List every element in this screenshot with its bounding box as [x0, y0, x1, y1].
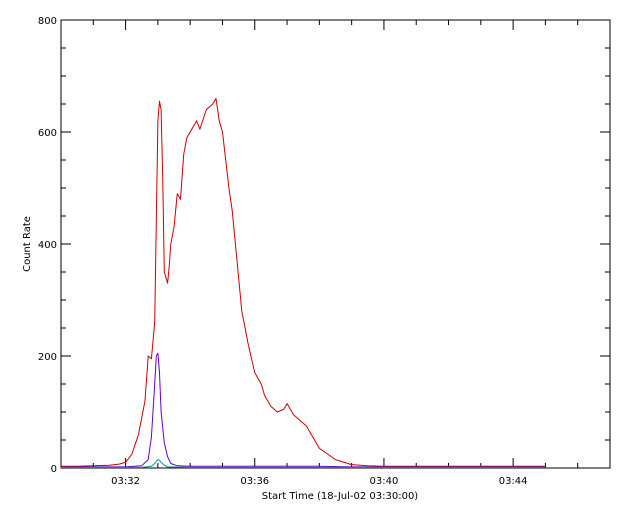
x-tick-label: 03:44 — [499, 476, 528, 487]
x-tick-label: 03:32 — [111, 476, 140, 487]
y-tick-label: 200 — [38, 352, 57, 363]
series-line-3 — [61, 459, 546, 468]
x-tick-label: 03:36 — [240, 476, 269, 487]
y-axis-label: Count Rate — [22, 216, 33, 272]
plot-frame — [60, 19, 611, 469]
y-tick-label: 800 — [38, 16, 57, 27]
x-axis-label: Start Time (18-Jul-02 03:30:00) — [262, 491, 419, 502]
y-tick-label: 400 — [38, 240, 57, 251]
axis-ticks: 03:32 03:36 03:40 03:44 0 200 400 600 800 — [38, 16, 610, 487]
series-line-1 — [61, 97, 546, 467]
series-layer — [61, 97, 546, 468]
y-tick-label: 600 — [38, 128, 57, 139]
y-tick-label: 0 — [51, 464, 57, 475]
x-tick-label: 03:40 — [370, 476, 399, 487]
